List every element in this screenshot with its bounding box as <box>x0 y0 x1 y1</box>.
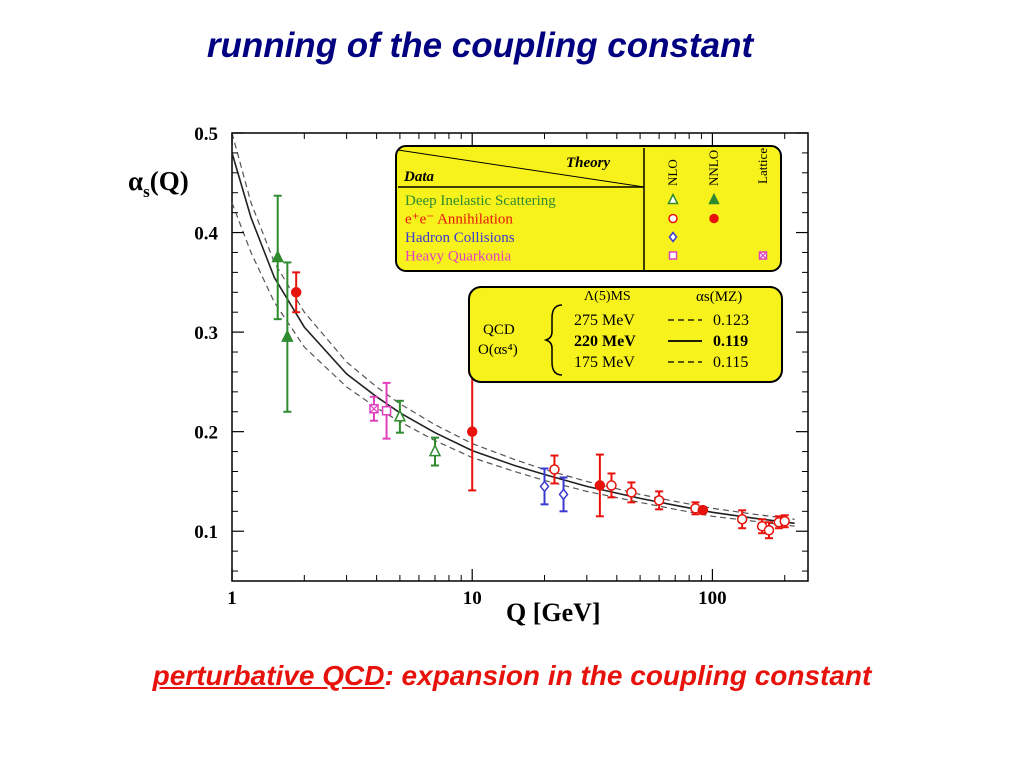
diamond-marker <box>539 480 550 493</box>
qcd-box: QCD O(αs⁴) Λ(5)MS αs(MZ) 275 MeV 0.123 220… <box>468 286 783 383</box>
square-cross <box>369 404 379 414</box>
x-axis-label: Q [GeV] <box>506 598 601 627</box>
legend-header-theory: Theory <box>566 155 611 171</box>
qcd-rows: 275 MeV 0.123 220 MeV 0.119 175 MeV 0.115 <box>574 312 749 371</box>
data-point <box>653 490 665 511</box>
data-points <box>271 194 790 540</box>
legend-background <box>395 145 782 272</box>
caption-highlight: perturbative QCD <box>152 660 385 691</box>
legend-header-diagonal <box>397 149 645 188</box>
circle-marker <box>668 213 678 224</box>
qcd-alpha-header: αs(MZ) <box>696 289 742 305</box>
qcd-row-lambda: 275 MeV <box>574 312 635 329</box>
circle-marker <box>290 287 302 298</box>
triangle-marker <box>281 329 294 342</box>
data-point <box>290 271 302 314</box>
legend-header-data: Data <box>403 169 435 185</box>
plot-border <box>231 132 809 582</box>
slide-title: running of the coupling constant <box>206 26 754 65</box>
qcd-row-alpha: 0.119 <box>713 333 748 350</box>
y-tick-label: 0.4 <box>194 224 218 245</box>
plot-frame <box>231 132 809 582</box>
legend-row-label: Deep Inelastic Scattering <box>405 193 556 209</box>
data-point <box>763 521 775 540</box>
square-marker <box>668 251 678 260</box>
y-tick-label: 0.1 <box>194 522 218 543</box>
data-point <box>594 453 606 518</box>
circle-marker <box>697 504 709 516</box>
data-point <box>271 194 284 321</box>
circle-marker <box>549 464 560 475</box>
data-point <box>549 454 560 485</box>
legend-row-label: e⁺e⁻ Annihilation <box>405 212 513 228</box>
qcd-label: QCD <box>483 322 515 338</box>
data-point <box>393 399 407 434</box>
y-tick-label: 0.3 <box>194 323 218 344</box>
axis-ticks: 0.1 0.2 0.3 0.4 0.5 1 10 100 <box>194 124 808 609</box>
slide-caption: perturbative QCD: expansion in the coupl… <box>0 660 1024 692</box>
triangle-marker <box>708 192 720 205</box>
square-cross <box>759 251 767 260</box>
legend-rows: Deep Inelastic Scattering e⁺e⁻ Annihilati… <box>405 192 768 265</box>
data-point <box>369 395 379 422</box>
data-point <box>428 436 442 467</box>
data-point <box>736 509 748 530</box>
data-point <box>539 467 550 506</box>
triangle-marker <box>393 409 407 422</box>
legend-column-header: NNLO <box>706 150 721 186</box>
qcd-row-lambda: 220 MeV <box>574 333 636 350</box>
legend-column-header: Lattice <box>755 148 770 184</box>
circle-marker <box>779 516 790 527</box>
legend-column-header: NLO <box>665 159 680 186</box>
y-axis-label: αs(Q) <box>128 166 189 201</box>
qcd-brace <box>543 304 563 376</box>
circle-marker <box>606 480 617 491</box>
y-tick-label: 0.2 <box>194 423 218 444</box>
x-tick-label: 100 <box>698 588 727 609</box>
triangle-marker <box>271 249 284 263</box>
qcd-box-background <box>468 286 783 383</box>
triangle-marker <box>667 192 679 205</box>
qcd-lambda-header: Λ(5)MS <box>584 289 631 304</box>
caption-rest: : expansion in the coupling constant <box>384 660 872 691</box>
data-point <box>626 481 637 504</box>
circle-marker <box>594 480 606 491</box>
data-point <box>558 476 569 513</box>
circle-marker <box>736 514 748 525</box>
qcd-row-alpha: 0.123 <box>713 312 749 329</box>
triangle-marker <box>428 443 442 457</box>
circle-marker <box>709 213 719 224</box>
data-point <box>281 261 294 413</box>
legend-box: Data Theory NLO NNLO Lattice Deep Inelasti… <box>395 145 782 272</box>
circle-marker <box>626 487 637 498</box>
data-point <box>381 381 392 440</box>
y-axis-label-alpha: α <box>128 166 143 196</box>
alpha-s-running-chart: 0.1 0.2 0.3 0.4 0.5 1 10 100 αs(Q) Q [GeV] Data… <box>128 124 809 627</box>
circle-marker <box>653 495 665 506</box>
x-tick-label: 10 <box>463 588 482 609</box>
diamond-marker <box>668 231 678 243</box>
circle-marker <box>466 426 478 437</box>
data-point <box>606 472 617 499</box>
data-point <box>779 514 790 529</box>
diamond-marker <box>558 488 569 501</box>
qcd-row-alpha: 0.115 <box>713 354 748 371</box>
y-tick-label: 0.5 <box>194 124 218 145</box>
x-tick-label: 1 <box>227 588 237 609</box>
data-point <box>697 504 709 516</box>
circle-marker <box>763 524 775 536</box>
qcd-order-label: O(αs⁴) <box>478 342 518 358</box>
legend-row-label: Hadron Collisions <box>405 230 515 246</box>
legend-row-label: Heavy Quarkonia <box>405 249 512 265</box>
qcd-row-lambda: 175 MeV <box>574 354 635 371</box>
legend-columns: NLO NNLO Lattice <box>665 148 770 186</box>
y-axis-label-q: (Q) <box>150 166 189 196</box>
square-marker <box>381 406 392 416</box>
data-point <box>466 371 478 492</box>
y-axis-label-sub: s <box>143 182 150 201</box>
